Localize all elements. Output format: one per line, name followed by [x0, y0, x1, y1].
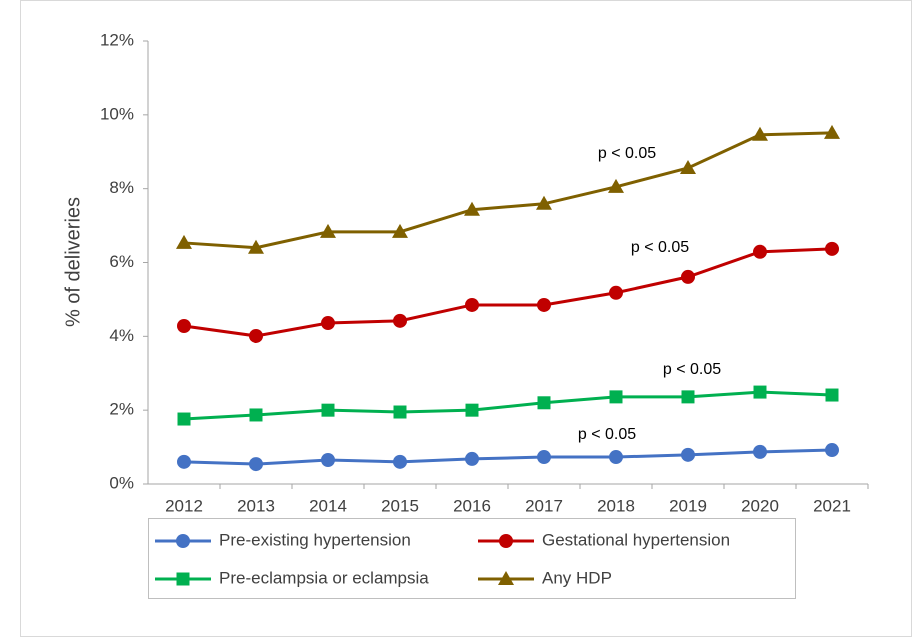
- data-point: [177, 454, 191, 469]
- data-point: [464, 201, 480, 216]
- data-point: [609, 450, 623, 465]
- series-line: [183, 390, 833, 421]
- x-tick-label: 2015: [381, 496, 419, 515]
- legend-box: [148, 518, 796, 599]
- y-tick-label: 2%: [109, 400, 134, 419]
- data-point: [824, 124, 840, 139]
- x-tick-label: 2019: [669, 496, 707, 515]
- data-point: [608, 178, 624, 193]
- data-point: [249, 457, 263, 472]
- data-point: [536, 195, 552, 210]
- x-tick-label: 2017: [525, 496, 563, 515]
- data-point: [321, 403, 335, 417]
- y-tick-label: 10%: [100, 104, 134, 123]
- data-point: [753, 385, 767, 399]
- legend-label: Pre-existing hypertension: [219, 530, 411, 549]
- series-line: [183, 131, 833, 250]
- data-point: [752, 126, 768, 141]
- data-point: [825, 388, 839, 402]
- legend-label: Any HDP: [542, 568, 612, 587]
- x-tick-label: 2018: [597, 496, 635, 515]
- data-point: [681, 269, 695, 284]
- data-point: [393, 454, 407, 469]
- data-point: [393, 313, 407, 328]
- data-point: [753, 444, 767, 459]
- legend-marker: [176, 572, 190, 586]
- y-tick-label: 0%: [109, 473, 134, 492]
- data-point: [609, 390, 623, 404]
- data-point: [825, 443, 839, 458]
- data-point: [321, 316, 335, 331]
- y-tick-label: 6%: [109, 252, 134, 271]
- y-tick-label: 8%: [109, 178, 134, 197]
- data-point: [465, 451, 479, 466]
- data-point: [177, 318, 191, 333]
- series-line: [183, 448, 833, 466]
- data-point: [537, 396, 551, 410]
- data-point: [681, 390, 695, 404]
- data-point: [753, 244, 767, 259]
- x-tick-label: 2012: [165, 496, 203, 515]
- legend-marker: [498, 571, 514, 585]
- annotation: p < 0.05: [631, 239, 689, 256]
- legend-marker: [499, 534, 513, 548]
- data-point: [680, 159, 696, 174]
- x-tick-label: 2016: [453, 496, 491, 515]
- annotation: p < 0.05: [663, 361, 721, 378]
- annotation: p < 0.05: [598, 145, 656, 162]
- data-point: [321, 453, 335, 468]
- x-tick-label: 2013: [237, 496, 275, 515]
- x-tick-label: 2021: [813, 496, 851, 515]
- data-point: [248, 239, 264, 254]
- data-point: [825, 241, 839, 256]
- legend-label: Gestational hypertension: [542, 530, 730, 549]
- y-tick-label: 12%: [100, 30, 134, 49]
- data-point: [393, 405, 407, 419]
- x-tick-label: 2014: [309, 496, 347, 515]
- data-point: [249, 408, 263, 422]
- data-point: [681, 447, 695, 462]
- y-tick-label: 4%: [109, 326, 134, 345]
- y-axis-label: % of deliveries: [62, 197, 84, 327]
- series-line: [183, 247, 833, 338]
- data-point: [537, 450, 551, 465]
- data-point: [609, 285, 623, 300]
- data-point: [392, 223, 408, 238]
- data-point: [320, 223, 336, 238]
- data-point: [249, 328, 263, 343]
- legend-marker: [176, 534, 190, 548]
- data-point: [465, 403, 479, 417]
- legend-label: Pre-eclampsia or eclampsia: [219, 568, 429, 587]
- data-point: [177, 412, 191, 426]
- data-point: [537, 297, 551, 312]
- data-point: [465, 297, 479, 312]
- annotation: p < 0.05: [578, 426, 636, 443]
- data-point: [176, 234, 192, 249]
- x-tick-label: 2020: [741, 496, 779, 515]
